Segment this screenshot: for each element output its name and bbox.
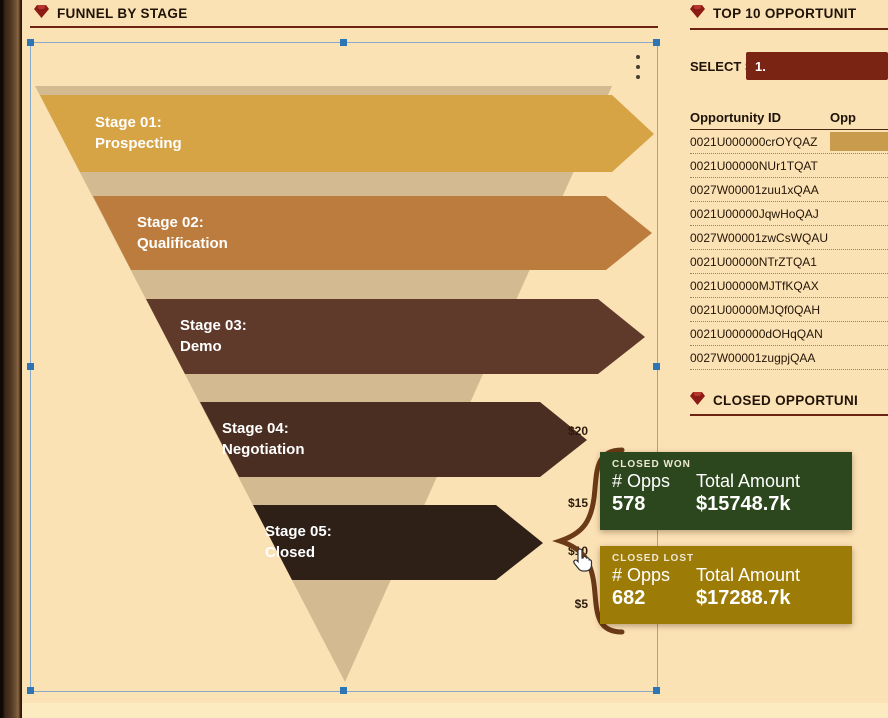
- table-row[interactable]: 0021U000000dOHqQAN: [690, 322, 888, 346]
- table-header-row: Opportunity ID Opp: [690, 110, 888, 125]
- funnel-stage-2-band[interactable]: [93, 196, 652, 270]
- stage-2-label-line2: Qualification: [137, 235, 228, 252]
- table-row[interactable]: 0021U00000NTrZTQA1: [690, 250, 888, 274]
- stage-2-label: Stage 02: Qualification: [137, 212, 228, 254]
- opportunity-id-cell: 0021U00000MJQf0QAH: [690, 302, 821, 317]
- closed-header-divider: [690, 414, 888, 416]
- more-options-icon[interactable]: [634, 50, 642, 84]
- selection-handle-bottom-middle[interactable]: [340, 687, 347, 694]
- tooltip-won-title: CLOSED WON: [612, 459, 691, 470]
- more-options-dot: [636, 55, 640, 59]
- page-bottom-edge: [22, 703, 888, 718]
- opportunity-id-cell: 0027W00001zuu1xQAA: [690, 182, 819, 197]
- gem-icon: [690, 392, 705, 408]
- opportunity-id-cell: 0027W00001zwCsWQAU: [690, 230, 829, 245]
- visual-selection-border[interactable]: [30, 42, 658, 692]
- opportunity-id-cell: 0021U00000MJTfKQAX: [690, 278, 819, 293]
- column-header-opportunity-amount[interactable]: Opp: [830, 110, 856, 125]
- opportunity-id-cell: 0027W00001zugpjQAA: [690, 350, 816, 365]
- stage-4-label-line1: Stage 04:: [222, 420, 289, 437]
- won-amount-value: $15748.7k: [696, 493, 791, 515]
- stage-selector-value: 1.: [755, 58, 766, 74]
- selection-handle-bottom-left[interactable]: [27, 687, 34, 694]
- stage-selector-button[interactable]: 1.: [746, 52, 888, 80]
- opportunity-id-cell: 0021U000000crOYQAZ: [690, 134, 818, 149]
- lost-opps-label: # Opps: [612, 565, 671, 585]
- gem-icon: [690, 5, 705, 21]
- opportunity-amount-cell: [830, 130, 888, 153]
- stage-1-label: Stage 01: Prospecting: [95, 112, 182, 154]
- lost-amount-value: $17288.7k: [696, 587, 791, 609]
- stage-4-label: Stage 04: Negotiation: [222, 418, 305, 460]
- funnel-panel-title: FUNNEL BY STAGE: [57, 5, 188, 21]
- funnel-stage-5-band[interactable]: [253, 505, 543, 580]
- funnel-stage-4-band[interactable]: [200, 402, 587, 477]
- table-row[interactable]: 0021U00000MJTfKQAX: [690, 274, 888, 298]
- lost-amount-label: Total Amount: [696, 565, 801, 585]
- opportunity-amount-cell: [830, 298, 888, 321]
- opportunity-id-cell: 0021U00000NUr1TQAT: [690, 158, 818, 173]
- stage-1-label-line1: Stage 01:: [95, 114, 162, 131]
- gem-icon: [34, 5, 49, 21]
- table-row[interactable]: 0027W00001zuu1xQAA: [690, 178, 888, 202]
- tooltip-closed-won: CLOSED WON # Opps Total Amount 578 $1574…: [600, 452, 852, 530]
- selection-handle-top-middle[interactable]: [340, 39, 347, 46]
- table-header-underline: [690, 129, 888, 130]
- selection-handle-top-right[interactable]: [653, 39, 660, 46]
- selection-handle-top-left[interactable]: [27, 39, 34, 46]
- stage-5-label-line1: Stage 05:: [265, 523, 332, 540]
- top10-header-divider: [690, 28, 888, 30]
- table-row[interactable]: 0021U00000MJQf0QAH: [690, 298, 888, 322]
- table-row[interactable]: 0021U00000JqwHoQAJ: [690, 202, 888, 226]
- table-row[interactable]: 0021U00000NUr1TQAT: [690, 154, 888, 178]
- closed-panel-title: CLOSED OPPORTUNI: [713, 392, 859, 408]
- opportunity-amount-cell: [830, 250, 888, 273]
- more-options-dot: [636, 65, 640, 69]
- amount-data-bar: [830, 132, 888, 151]
- table-row[interactable]: 0027W00001zugpjQAA: [690, 346, 888, 370]
- opportunity-amount-cell: [830, 154, 888, 177]
- wood-frame: [0, 0, 22, 718]
- selection-handle-middle-right[interactable]: [653, 363, 660, 370]
- top10-panel-title: TOP 10 OPPORTUNIT: [713, 5, 857, 21]
- table-row[interactable]: 0027W00001zwCsWQAU: [690, 226, 888, 250]
- lost-opps-value: 682: [612, 587, 646, 609]
- opportunity-id-cell: 0021U000000dOHqQAN: [690, 326, 823, 341]
- opportunity-amount-cell: [830, 274, 888, 297]
- opportunity-amount-cell: [830, 226, 888, 249]
- y-axis-label: $20: [567, 424, 588, 438]
- opportunity-amount-cell: [830, 178, 888, 201]
- stage-2-label-line1: Stage 02:: [137, 214, 204, 231]
- opportunity-amount-cell: [830, 322, 888, 345]
- funnel-header-divider: [30, 26, 658, 28]
- selection-handle-middle-left[interactable]: [27, 363, 34, 370]
- stage-4-label-line2: Negotiation: [222, 441, 305, 458]
- stage-5-label: Stage 05: Closed: [265, 521, 332, 563]
- won-opps-label: # Opps: [612, 471, 671, 491]
- column-header-opportunity-id[interactable]: Opportunity ID: [690, 110, 781, 125]
- top10-panel-header: TOP 10 OPPORTUNIT: [690, 5, 856, 21]
- more-options-dot: [636, 75, 640, 79]
- won-amount-label: Total Amount: [696, 471, 801, 491]
- closed-panel-header: CLOSED OPPORTUNI: [690, 392, 858, 408]
- won-opps-value: 578: [612, 493, 646, 515]
- stage-3-label-line1: Stage 03:: [180, 317, 247, 334]
- tooltip-lost-title: CLOSED LOST: [612, 553, 695, 564]
- funnel-stage-3-band[interactable]: [146, 299, 645, 374]
- opportunity-id-cell: 0021U00000JqwHoQAJ: [690, 206, 819, 221]
- stage-5-label-line2: Closed: [265, 544, 316, 561]
- opportunity-amount-cell: [830, 346, 888, 369]
- opportunity-amount-cell: [830, 202, 888, 225]
- stage-1-label-line2: Prospecting: [95, 135, 182, 152]
- table-row[interactable]: 0021U000000crOYQAZ: [690, 130, 888, 154]
- funnel-stage-1-band[interactable]: [40, 95, 654, 172]
- top10-table: 0021U000000crOYQAZ 0021U00000NUr1TQAT 00…: [690, 130, 888, 370]
- funnel-panel-header: FUNNEL BY STAGE: [34, 5, 188, 21]
- stage-3-label: Stage 03: Demo: [180, 315, 247, 357]
- tooltip-closed-lost: CLOSED LOST # Opps Total Amount 682 $172…: [600, 546, 852, 624]
- selection-handle-bottom-right[interactable]: [653, 687, 660, 694]
- stage-3-label-line2: Demo: [180, 338, 222, 355]
- opportunity-id-cell: 0021U00000NTrZTQA1: [690, 254, 817, 269]
